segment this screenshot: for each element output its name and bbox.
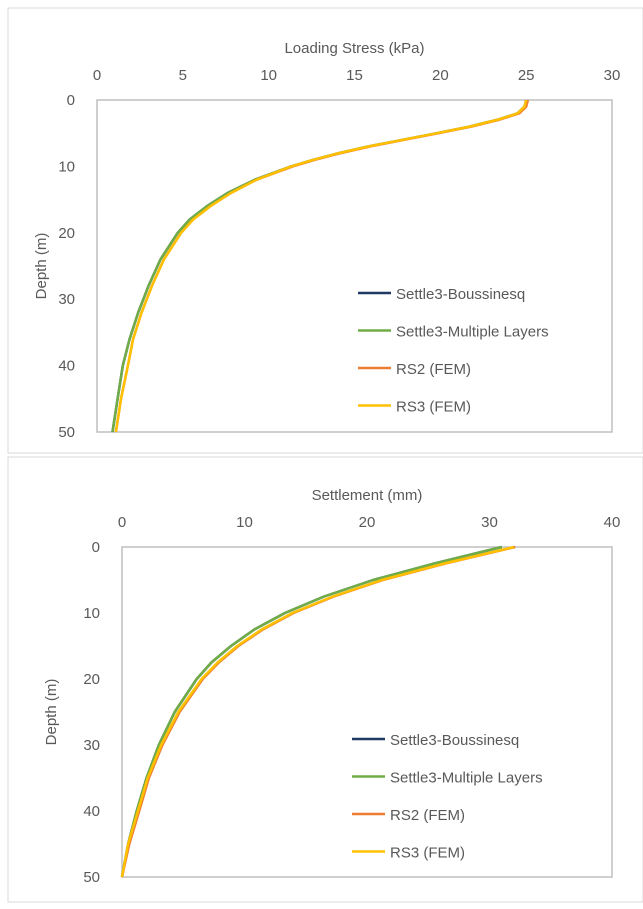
x-axis-title: Loading Stress (kPa): [284, 40, 424, 57]
x-axis-title: Settlement (mm): [312, 487, 423, 504]
x-tick-label: 20: [432, 67, 449, 84]
y-tick-label: 40: [58, 358, 75, 375]
series-line-4: [114, 99, 528, 433]
y-tick-label: 0: [92, 539, 100, 556]
legend-label: RS2 (FEM): [390, 807, 465, 824]
x-tick-label: 5: [179, 67, 187, 84]
chart-frame: [7, 7, 643, 454]
x-tick-label: 20: [359, 514, 376, 531]
y-tick-label: 50: [58, 424, 75, 441]
x-tick-label: 30: [604, 67, 621, 84]
y-axis-title: Depth (m): [43, 679, 60, 746]
plot-area: [96, 99, 613, 433]
legend-label: RS3 (FEM): [396, 399, 471, 416]
chart-1: 0 5 10 15 20 25 30 0 10 20 30 40 50 Loading Stress (k…: [7, 7, 643, 454]
legend-label: Settle3-Boussinesq: [390, 732, 519, 749]
y-tick-label: 30: [58, 291, 75, 308]
chart-frame: [7, 456, 643, 903]
y-tick-label: 10: [58, 158, 75, 175]
legend-label: RS3 (FEM): [390, 845, 465, 862]
y-tick-label: 50: [83, 869, 100, 886]
x-tick-label: 0: [118, 514, 126, 531]
x-tick-label: 0: [93, 67, 101, 84]
x-tick-label: 40: [604, 514, 621, 531]
x-tick-label: 15: [346, 67, 363, 84]
y-tick-label: 20: [58, 225, 75, 242]
legend-label: RS2 (FEM): [396, 361, 471, 378]
plot-area: [121, 546, 613, 878]
y-tick-label: 30: [83, 737, 100, 754]
x-tick-label: 10: [236, 514, 253, 531]
legend-label: Settle3-Multiple Layers: [390, 770, 543, 787]
x-tick-label: 25: [518, 67, 535, 84]
y-tick-label: 0: [67, 92, 75, 109]
y-tick-label: 20: [83, 671, 100, 688]
y-tick-label: 10: [83, 605, 100, 622]
legend-label: Settle3-Boussinesq: [396, 286, 525, 303]
y-tick-label: 40: [83, 803, 100, 820]
chart-2: 0 10 20 30 40 0 10 20 30 40 50 Settlement (mm) Depth…: [7, 456, 643, 903]
y-axis-title: Depth (m): [33, 233, 50, 300]
legend-label: Settle3-Multiple Layers: [396, 324, 549, 341]
series-line-4: [120, 545, 515, 878]
x-tick-label: 30: [481, 514, 498, 531]
x-tick-label: 10: [260, 67, 277, 84]
